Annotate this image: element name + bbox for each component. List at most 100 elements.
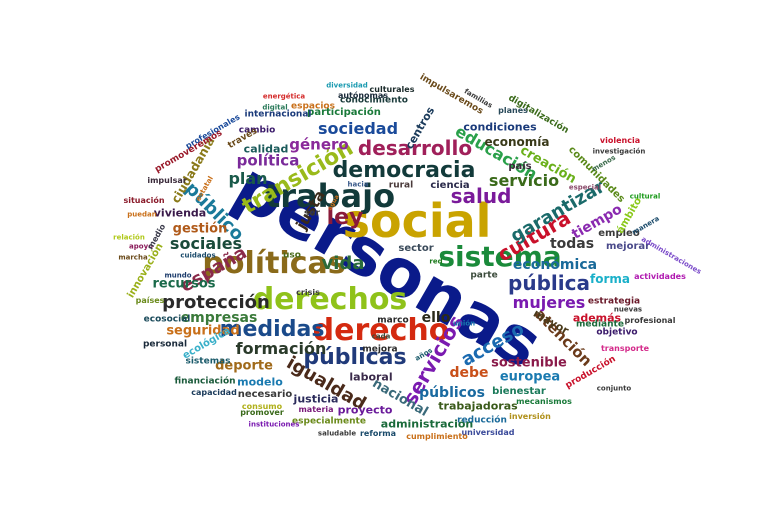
word-cloud-word: rural bbox=[388, 180, 414, 191]
word-cloud-word: red bbox=[429, 257, 443, 266]
word-cloud-word: violencia bbox=[599, 136, 641, 145]
word-cloud-word: diversidad bbox=[326, 81, 368, 90]
word-cloud-word: bienestar bbox=[492, 386, 546, 397]
word-cloud-word: medidas bbox=[219, 317, 325, 342]
word-cloud-word: marcha bbox=[118, 253, 148, 262]
word-cloud-word: ley bbox=[326, 205, 364, 230]
word-cloud-word: políticas bbox=[202, 246, 346, 281]
word-cloud-word: sostenible bbox=[491, 355, 567, 371]
word-cloud-word: pública bbox=[508, 271, 590, 295]
word-cloud-word: empleo bbox=[598, 228, 640, 239]
word-cloud-word: internacional bbox=[244, 109, 312, 120]
word-cloud-word: género bbox=[289, 135, 349, 154]
word-cloud-word: saludable bbox=[317, 429, 357, 438]
word-cloud-word: actividades bbox=[634, 272, 686, 281]
word-cloud-word: uso bbox=[283, 250, 301, 261]
word-cloud-word: recursos bbox=[152, 276, 216, 292]
word-cloud-word: apoyo bbox=[129, 242, 153, 251]
word-cloud-word: digital bbox=[262, 103, 288, 112]
word-cloud-word: cultural bbox=[629, 192, 661, 201]
word-cloud-word: democracia bbox=[332, 158, 476, 183]
word-cloud-word: todas bbox=[549, 236, 595, 252]
word-cloud-word: marco bbox=[377, 315, 409, 326]
word-cloud-word: ser bbox=[304, 208, 320, 219]
word-cloud-word: financiación bbox=[174, 376, 236, 387]
word-cloud-word: crisis bbox=[296, 288, 320, 297]
word-cloud-word: conocimiento bbox=[340, 95, 408, 106]
word-cloud-word: protección bbox=[162, 292, 270, 313]
word-cloud-word: sector bbox=[398, 243, 434, 254]
word-cloud-word: necesario bbox=[237, 389, 293, 400]
word-cloud-word: profesional bbox=[624, 316, 676, 325]
word-cloud-word: mediante bbox=[576, 319, 624, 330]
word-cloud-word: económica bbox=[512, 257, 598, 273]
word-cloud-word: objetivo bbox=[596, 327, 638, 338]
word-cloud-word: cambio bbox=[238, 125, 276, 136]
word-cloud-word: estrategia bbox=[587, 296, 641, 307]
word-cloud-word: calidad bbox=[243, 142, 289, 156]
word-cloud-word: empresas bbox=[180, 310, 258, 326]
word-cloud-word: mejora bbox=[362, 344, 398, 355]
word-cloud-word: seguridad bbox=[166, 323, 240, 339]
word-cloud-word: puedan bbox=[127, 210, 157, 219]
word-cloud-word: materia bbox=[298, 405, 334, 414]
word-cloud-word: administraciones bbox=[639, 235, 703, 276]
word-cloud-word: personal bbox=[142, 339, 188, 350]
word-cloud-word: deporte bbox=[215, 358, 273, 374]
word-cloud-word: sistema bbox=[438, 240, 562, 273]
word-cloud-word: relación bbox=[113, 233, 145, 242]
word-cloud-word: plan bbox=[228, 169, 268, 188]
word-cloud-word: investigación bbox=[592, 147, 646, 156]
word-cloud-word: consumo bbox=[241, 402, 283, 411]
word-cloud-word: culturales bbox=[369, 85, 415, 94]
word-cloud-word: derechos bbox=[252, 282, 408, 317]
word-cloud-word: trabajadoras bbox=[438, 399, 518, 413]
word-cloud-word: trabajo bbox=[264, 177, 396, 215]
word-cloud-word: servicio bbox=[488, 171, 560, 190]
word-cloud-word: capacidad bbox=[191, 388, 237, 397]
word-cloud-word: debe bbox=[449, 365, 489, 381]
word-cloud-word: derecho bbox=[312, 313, 450, 348]
word-cloud-word: justicia bbox=[293, 392, 339, 406]
word-cloud-word: instituciones bbox=[248, 420, 300, 429]
word-cloud-word: vivienda bbox=[153, 206, 207, 220]
word-cloud-word: condiciones bbox=[463, 120, 537, 134]
word-cloud-word: conjunto bbox=[596, 384, 632, 393]
word-cloud-word: universidad bbox=[461, 428, 515, 437]
word-cloud-word: situación bbox=[123, 196, 165, 205]
word-cloud-word: cumplimiento bbox=[406, 432, 468, 441]
word-cloud-word: planes bbox=[498, 106, 528, 115]
word-cloud-word: mecanismos bbox=[516, 397, 572, 406]
word-cloud-word: menos bbox=[590, 153, 618, 174]
word-cloud-word: sociedad bbox=[317, 119, 399, 138]
word-cloud-word: especial bbox=[568, 183, 602, 192]
word-cloud-word: manera bbox=[630, 214, 661, 237]
word-cloud-word: mejorar bbox=[605, 241, 651, 252]
word-cloud-word: países bbox=[135, 296, 165, 305]
word-cloud-word: reforma bbox=[359, 429, 397, 438]
word-cloud-word: promover bbox=[240, 408, 284, 417]
word-cloud-word: impulsar bbox=[147, 176, 187, 185]
word-cloud-word: mujeres bbox=[512, 293, 586, 312]
word-cloud-word: cuidados bbox=[180, 251, 216, 260]
word-cloud-word: ecosocial bbox=[143, 314, 191, 325]
word-cloud-word: además bbox=[572, 311, 622, 325]
word-cloud-word: ello bbox=[421, 310, 451, 326]
word-cloud-word: vida bbox=[321, 253, 365, 274]
word-cloud-word: energética bbox=[262, 92, 306, 101]
word-cloud-word: especialmente bbox=[292, 416, 366, 427]
word-cloud-word: autónomas bbox=[337, 91, 389, 100]
word-cloud-word: nuevas bbox=[613, 305, 643, 314]
word-cloud-word: proyecto bbox=[337, 403, 393, 417]
word-cloud-word: parte bbox=[470, 270, 498, 281]
word-cloud-word: forma bbox=[590, 272, 630, 286]
word-cloud-word: economía bbox=[484, 135, 550, 149]
word-cloud-word: sistemas bbox=[185, 356, 231, 367]
word-cloud-word: salud bbox=[450, 184, 512, 208]
word-cloud-word: formación bbox=[235, 339, 327, 358]
word-cloud-word: desarrollo bbox=[357, 136, 473, 160]
word-cloud-word: administración bbox=[380, 417, 474, 431]
word-cloud-word: hacia bbox=[347, 180, 369, 189]
word-cloud-word: país bbox=[508, 161, 532, 172]
